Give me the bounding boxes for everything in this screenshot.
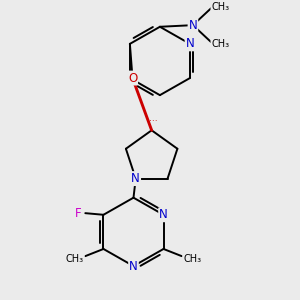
Text: N: N <box>186 38 194 50</box>
Text: F: F <box>75 207 81 220</box>
Text: N: N <box>189 19 197 32</box>
Text: CH₃: CH₃ <box>183 254 201 264</box>
Text: N: N <box>129 260 138 273</box>
Text: ···: ··· <box>149 117 158 126</box>
Text: N: N <box>159 208 168 221</box>
Text: CH₃: CH₃ <box>66 254 84 264</box>
Text: N: N <box>131 172 140 185</box>
Text: CH₃: CH₃ <box>211 2 230 12</box>
Text: O: O <box>128 72 137 85</box>
Text: CH₃: CH₃ <box>211 39 230 49</box>
